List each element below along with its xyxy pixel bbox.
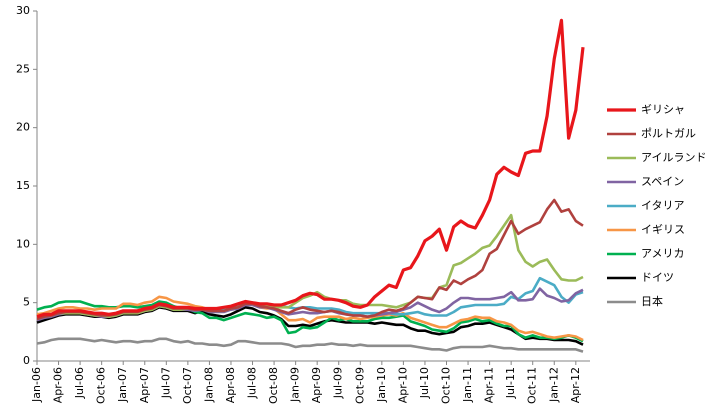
x-tick-label: Apr-06 [52, 367, 65, 403]
legend-label: ポルトガル [641, 127, 696, 140]
legend-label: ドイツ [641, 271, 674, 284]
y-tick-label: 5 [23, 296, 30, 309]
y-tick-label: 25 [16, 62, 30, 75]
legend-label: アメリカ [641, 247, 684, 260]
x-tick-label: Apr-12 [569, 367, 582, 403]
x-tick-label: Jan-09 [289, 367, 302, 403]
series-line [36, 198, 584, 321]
x-tick-label: Jul-09 [332, 367, 345, 399]
y-tick-label: 10 [16, 237, 30, 250]
y-tick-label: 0 [23, 354, 30, 367]
y-tick-label: 30 [16, 4, 30, 17]
series-line [36, 337, 584, 353]
x-tick-label: Jan-07 [116, 367, 129, 403]
x-tick-label: Jan-10 [375, 367, 388, 403]
legend-label: アイルランド [641, 151, 706, 164]
x-tick-label: Oct-07 [181, 367, 194, 404]
x-tick-label: Apr-08 [224, 367, 237, 403]
series-line [36, 18, 585, 319]
x-tick-label: Oct-09 [353, 367, 366, 404]
series-line [36, 300, 584, 343]
x-tick-label: Jan-12 [547, 367, 560, 403]
x-tick-label: Oct-11 [526, 367, 539, 404]
x-tick-label: Jul-07 [159, 367, 172, 399]
x-tick-label: Apr-10 [396, 367, 409, 403]
x-tick-label: Jul-06 [73, 367, 86, 399]
series-line [36, 295, 584, 342]
x-tick-label: Jul-11 [504, 367, 517, 399]
x-tick-label: Jan-06 [30, 367, 43, 403]
legend-label: 日本 [641, 294, 663, 308]
x-tick-label: Apr-11 [483, 367, 496, 403]
x-tick-label: Jul-10 [418, 367, 431, 399]
y-tick-label: 20 [16, 121, 30, 134]
x-tick-label: Jan-08 [202, 367, 215, 403]
legend-label: スペイン [641, 175, 684, 188]
x-tick-label: Jul-08 [246, 367, 259, 399]
legend-label: イギリス [641, 223, 685, 236]
x-tick-label: Jan-11 [461, 367, 474, 403]
x-tick-label: Apr-09 [310, 367, 323, 403]
legend-label: イタリア [641, 199, 685, 212]
x-tick-label: Oct-10 [440, 367, 453, 404]
y-tick-label: 15 [16, 179, 30, 192]
x-tick-label: Oct-06 [95, 367, 108, 404]
legend-label: ギリシャ [641, 103, 685, 116]
x-tick-label: Oct-08 [267, 367, 280, 404]
x-tick-label: Apr-07 [138, 367, 151, 403]
